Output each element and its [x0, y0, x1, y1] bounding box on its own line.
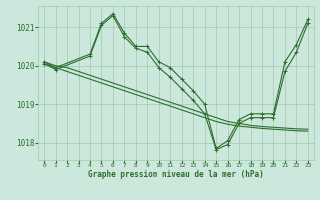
X-axis label: Graphe pression niveau de la mer (hPa): Graphe pression niveau de la mer (hPa) — [88, 170, 264, 179]
